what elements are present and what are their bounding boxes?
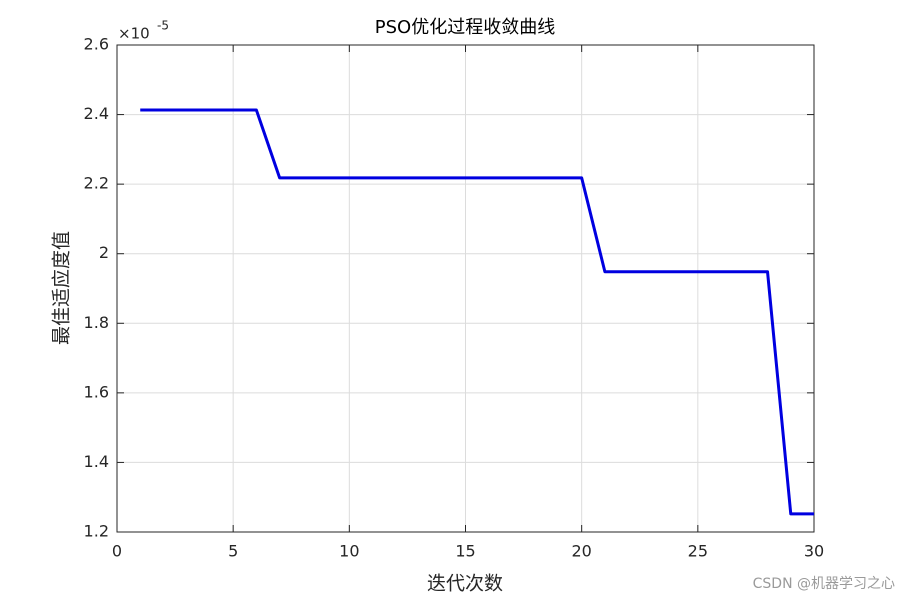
x-tick-label: 0 bbox=[112, 542, 122, 561]
watermark: CSDN @机器学习之心 bbox=[753, 576, 895, 592]
x-tick-label: 30 bbox=[804, 542, 824, 561]
y-axis-label: 最佳适应度值 bbox=[51, 231, 73, 345]
x-tick-label: 10 bbox=[339, 542, 359, 561]
y-tick-label: 1.2 bbox=[84, 522, 109, 541]
x-tick-label: 5 bbox=[228, 542, 238, 561]
x-tick-label: 20 bbox=[571, 542, 591, 561]
y-tick-label: 1.4 bbox=[84, 452, 109, 471]
y-tick-label: 2.4 bbox=[84, 104, 109, 123]
y-tick-label: 2.2 bbox=[84, 174, 109, 193]
x-axis-label: 迭代次数 bbox=[427, 573, 503, 595]
chart-title: PSO优化过程收敛曲线 bbox=[375, 17, 555, 38]
y-multiplier-exponent: -5 bbox=[157, 19, 169, 33]
y-tick-label: 1.6 bbox=[84, 382, 109, 401]
y-multiplier-base: ×10 bbox=[118, 25, 150, 43]
x-tick-label: 25 bbox=[688, 542, 708, 561]
y-tick-label: 1.8 bbox=[84, 313, 109, 332]
y-tick-label: 2.6 bbox=[84, 35, 109, 54]
line-series bbox=[140, 108, 814, 516]
axes-box bbox=[116, 44, 815, 533]
y-tick-label: 2 bbox=[99, 243, 109, 262]
x-tick-label: 15 bbox=[455, 542, 475, 561]
